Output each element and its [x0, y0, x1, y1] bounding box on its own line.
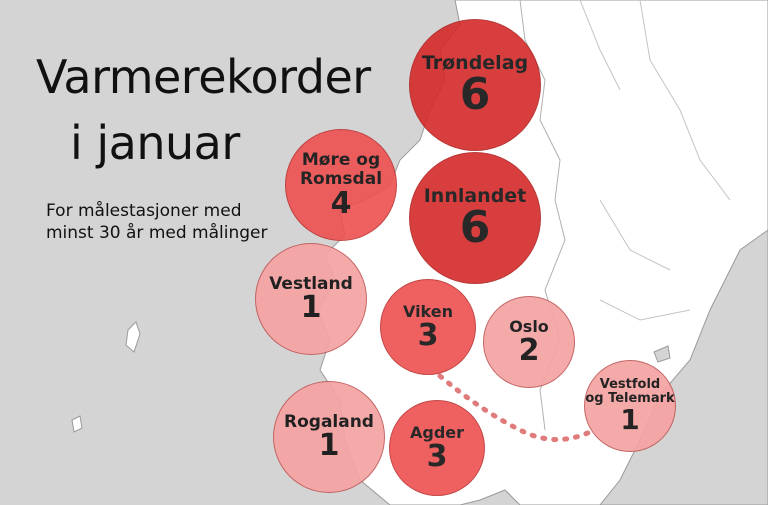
- region-name-line: Viken: [402, 302, 454, 322]
- region-name-line: Oslo: [509, 317, 549, 337]
- subtitle-line-1: For målestasjoner med: [46, 201, 242, 221]
- region-bubble-viken: Viken 3: [380, 279, 476, 375]
- region-bubble-innlandet: Innlandet 6: [409, 152, 541, 284]
- region-record-count: 6: [459, 202, 491, 254]
- region-bubble-vestland: Vestland 1: [255, 243, 367, 355]
- county-border: [579, 0, 621, 91]
- region-bubble-trondelag: Trøndelag 6: [409, 19, 541, 151]
- region-name: Møre og Romsdal: [300, 151, 382, 188]
- region-bubble-agder: Agder 3: [389, 400, 485, 496]
- connector-line: [437, 373, 593, 443]
- region-name-line: Agder: [409, 423, 465, 443]
- region-record-count: 3: [426, 438, 448, 474]
- region-name: Oslo: [509, 318, 549, 336]
- region-name: Viken: [403, 303, 453, 321]
- region-record-count: 1: [620, 403, 640, 437]
- region-name-line: Møre og: [301, 150, 381, 171]
- county-border: [599, 199, 671, 271]
- small-island: [71, 415, 83, 433]
- region-name: Trøndelag: [421, 51, 529, 74]
- shetland-island: [125, 321, 141, 353]
- region-name: Innlandet: [423, 184, 527, 207]
- region-record-count: 1: [300, 290, 322, 326]
- subtitle: For målestasjoner med minst 30 år med må…: [46, 200, 296, 244]
- region-name-line: og Telemark: [585, 391, 675, 406]
- region-name-line: Vestland: [269, 273, 353, 294]
- region-record-count: 4: [330, 185, 352, 221]
- region-name: Vestland: [269, 273, 353, 294]
- region-record-count: 3: [417, 317, 439, 353]
- region-name-line: Vestfold: [599, 376, 661, 392]
- region-name-line: Rogaland: [284, 411, 374, 432]
- region-name-line: Innlandet: [423, 184, 527, 207]
- map-title-line-2: i januar: [70, 116, 240, 170]
- region-name-line: Romsdal: [299, 169, 383, 189]
- map-title-line-1: Varmerekorder: [36, 50, 371, 104]
- region-record-count: 6: [459, 69, 491, 121]
- region-bubble-rogaland: Rogaland 1: [273, 381, 385, 493]
- region-bubble-vestfold-og-telemark: Vestfold og Telemark 1: [584, 360, 676, 452]
- county-border: [599, 299, 691, 321]
- county-border: [639, 0, 731, 201]
- region-name: Agder: [410, 424, 464, 442]
- region-name: Vestfold og Telemark: [585, 376, 675, 407]
- region-record-count: 1: [318, 428, 340, 464]
- region-name-line: Trøndelag: [421, 51, 529, 74]
- region-record-count: 2: [518, 332, 540, 368]
- subtitle-line-2: minst 30 år med målinger: [46, 223, 268, 243]
- region-name: Rogaland: [284, 411, 374, 432]
- region-bubble-oslo: Oslo 2: [483, 296, 575, 388]
- region-bubble-more-og-romsdal: Møre og Romsdal 4: [285, 129, 397, 241]
- small-island: [653, 345, 671, 363]
